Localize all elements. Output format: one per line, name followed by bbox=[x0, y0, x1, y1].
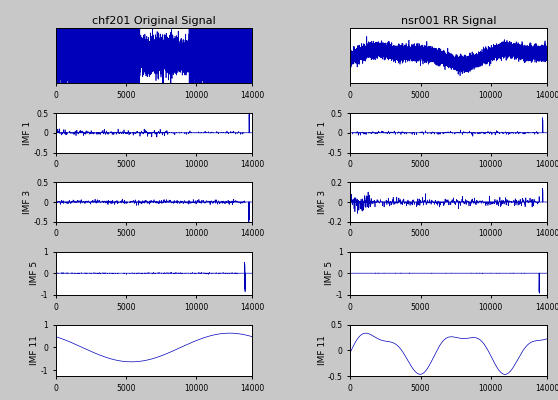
Y-axis label: IMF 3: IMF 3 bbox=[23, 190, 32, 214]
Y-axis label: IMF 5: IMF 5 bbox=[30, 261, 39, 285]
Y-axis label: IMF 3: IMF 3 bbox=[318, 190, 326, 214]
Y-axis label: IMF 11: IMF 11 bbox=[30, 336, 39, 365]
Title: nsr001 RR Signal: nsr001 RR Signal bbox=[401, 16, 497, 26]
Y-axis label: IMF 1: IMF 1 bbox=[318, 121, 326, 145]
Title: chf201 Original Signal: chf201 Original Signal bbox=[92, 16, 216, 26]
Y-axis label: IMF 5: IMF 5 bbox=[325, 261, 334, 285]
Y-axis label: IMF 1: IMF 1 bbox=[23, 121, 32, 145]
Y-axis label: IMF 11: IMF 11 bbox=[318, 336, 326, 365]
